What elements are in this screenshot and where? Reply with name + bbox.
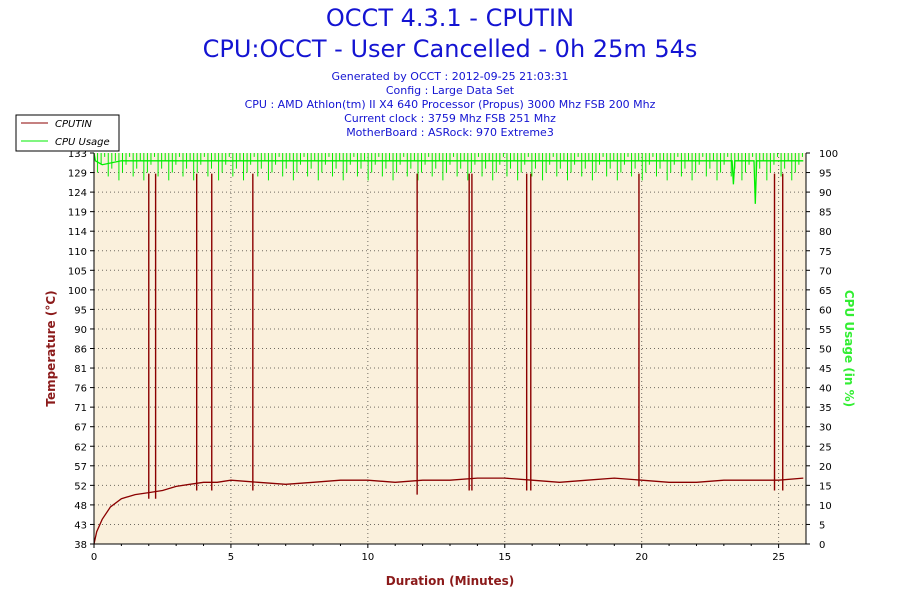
y-left-tick-label: 105 — [68, 266, 87, 277]
y-right-tick-label: 50 — [819, 345, 832, 356]
y-right-tick-label: 25 — [819, 442, 832, 453]
y-left-tick-label: 124 — [68, 188, 87, 199]
y-right-tick-label: 10 — [819, 501, 832, 512]
y-left-tick-label: 76 — [74, 384, 87, 395]
chart-title: OCCT 4.3.1 - CPUTIN — [325, 4, 575, 32]
y-right-tick-label: 20 — [819, 462, 832, 473]
y-left-tick-label: 95 — [74, 305, 87, 316]
info-cpu: CPU : AMD Athlon(tm) II X4 640 Processor… — [244, 98, 656, 111]
y-left-tick-label: 81 — [74, 364, 87, 375]
y-right-tick-label: 0 — [819, 540, 825, 551]
y-right-tick-label: 40 — [819, 384, 832, 395]
y-right-tick-label: 45 — [819, 364, 832, 375]
y-left-tick-label: 119 — [68, 208, 87, 219]
y-left-axis-title: Temperature (°C) — [44, 290, 58, 406]
y-left-tick-label: 57 — [74, 462, 87, 473]
y-left-tick-label: 67 — [74, 423, 87, 434]
y-left-tick-label: 62 — [74, 442, 87, 453]
y-right-tick-label: 85 — [819, 208, 832, 219]
y-right-tick-label: 60 — [819, 305, 832, 316]
y-left-tick-label: 86 — [74, 345, 87, 356]
y-right-tick-label: 65 — [819, 286, 832, 297]
y-right-tick-label: 15 — [819, 481, 832, 492]
y-right-tick-label: 75 — [819, 247, 832, 258]
x-tick-label: 5 — [228, 552, 234, 563]
info-current-clock: Current clock : 3759 Mhz FSB 251 Mhz — [344, 112, 556, 125]
y-right-tick-label: 30 — [819, 423, 832, 434]
y-right-tick-label: 5 — [819, 520, 825, 531]
y-right-tick-label: 90 — [819, 188, 832, 199]
y-right-axis-title: CPU Usage (in %) — [842, 290, 856, 407]
info-config: Config : Large Data Set — [385, 84, 515, 97]
x-tick-label: 0 — [91, 552, 97, 563]
y-left-tick-label: 114 — [68, 227, 87, 238]
y-left-tick-label: 129 — [68, 169, 87, 180]
y-right-tick-label: 80 — [819, 227, 832, 238]
series-cputin-line — [93, 477, 804, 545]
y-right-tick-label: 95 — [819, 169, 832, 180]
legend-box — [15, 114, 120, 152]
info-motherboard: MotherBoard : ASRock: 970 Extreme3 — [346, 126, 554, 139]
chart-subtitle: CPU:OCCT - User Cancelled - 0h 25m 54s — [202, 35, 698, 63]
y-right-tick-label: 100 — [819, 149, 838, 160]
x-tick-label: 20 — [635, 552, 648, 563]
y-left-tick-label: 133 — [68, 149, 87, 160]
y-left-tick-label: 100 — [68, 286, 87, 297]
y-right-tick-label: 55 — [819, 325, 832, 336]
y-right-tick-label: 35 — [819, 403, 832, 414]
y-left-tick-label: 48 — [74, 501, 87, 512]
y-left-tick-label: 52 — [74, 481, 87, 492]
y-left-tick-label: 90 — [74, 325, 87, 336]
x-tick-label: 25 — [772, 552, 785, 563]
y-left-tick-label: 71 — [74, 403, 87, 414]
info-generated: Generated by OCCT : 2012-09-25 21:03:31 — [331, 70, 569, 83]
legend-label-cpu-usage: CPU Usage — [55, 137, 110, 148]
x-tick-label: 15 — [498, 552, 511, 563]
x-tick-label: 10 — [361, 552, 374, 563]
y-left-tick-label: 38 — [74, 540, 87, 551]
legend-label-cputin: CPUTIN — [55, 119, 92, 130]
y-left-tick-label: 43 — [74, 520, 87, 531]
y-left-tick-label: 110 — [68, 247, 87, 258]
x-axis-title: Duration (Minutes) — [386, 574, 514, 588]
y-right-tick-label: 70 — [819, 266, 832, 277]
